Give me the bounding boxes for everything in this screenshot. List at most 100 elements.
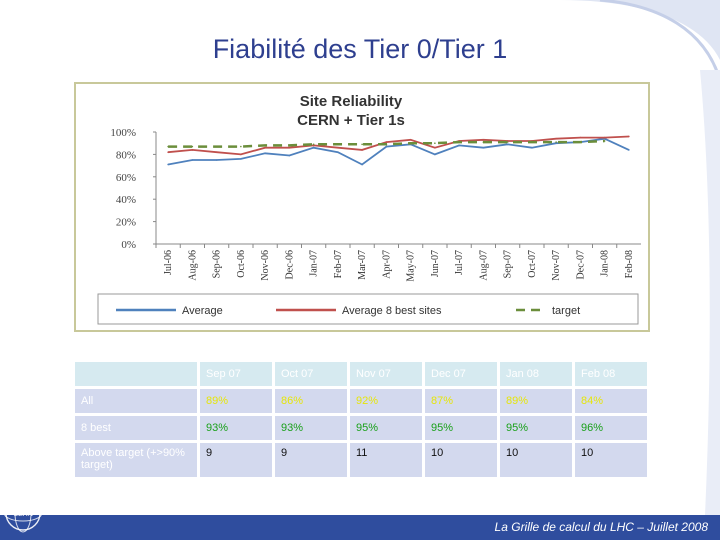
y-tick-label: 60% [116, 172, 136, 184]
x-tick-label: Sep-07 [503, 250, 514, 278]
data-point [337, 146, 339, 149]
x-tick-label: Nov-07 [551, 250, 562, 281]
column-header: Dec 07 [425, 362, 497, 386]
series-line-1 [168, 135, 629, 156]
y-tick-label: 40% [116, 194, 136, 206]
data-point [579, 136, 582, 139]
table-cell: 9 [275, 443, 347, 477]
x-tick-label: Jan-07 [309, 250, 320, 277]
data-point [409, 139, 412, 141]
column-header: Jan 08 [500, 362, 572, 386]
data-point [361, 149, 363, 151]
table-cell: 84% [575, 389, 647, 413]
x-tick-label: Oct-07 [527, 250, 538, 278]
table-cell: 87% [425, 389, 497, 413]
data-point [555, 142, 557, 144]
x-tick-label: Jun-07 [430, 250, 441, 277]
row-label: 8 best [75, 416, 197, 440]
data-point [555, 141, 557, 143]
y-tick-label: 80% [116, 149, 136, 161]
data-point [312, 144, 315, 147]
table-cell: 11 [350, 443, 422, 477]
table-cell: 95% [350, 416, 422, 440]
x-tick-label: Apr-07 [381, 250, 392, 279]
column-header: Sep 07 [200, 362, 272, 386]
x-tick-label: Mar-07 [357, 250, 368, 280]
legend-label: Average [182, 305, 223, 317]
x-tick-label: Dec-07 [575, 250, 586, 279]
footer-text: La Grille de calcul du LHC – Juillet 200… [494, 520, 708, 534]
data-point [167, 163, 169, 166]
column-header: Nov 07 [350, 362, 422, 386]
y-tick-label: 100% [110, 127, 136, 139]
x-tick-label: Aug-07 [478, 250, 489, 281]
x-tick-label: Nov-06 [260, 250, 271, 281]
data-point [385, 141, 388, 143]
column-header: Feb 08 [575, 362, 647, 386]
table-cell: 96% [575, 416, 647, 440]
x-tick-label: Sep-06 [212, 250, 223, 278]
reliability-chart: Site Reliability CERN + Tier 1s 0% 20% 40% 60… [74, 82, 650, 332]
data-point [264, 146, 266, 149]
table-cell: 89% [200, 389, 272, 413]
x-tick-label: Dec-06 [284, 250, 295, 279]
table-cell: 10 [425, 443, 497, 477]
y-tick-label: 0% [121, 239, 136, 251]
table-cell: 95% [500, 416, 572, 440]
data-point [167, 151, 169, 153]
table-cell: 92% [350, 389, 422, 413]
data-point [506, 143, 509, 146]
data-point [506, 140, 509, 142]
data-point [167, 145, 169, 148]
cern-logo-icon: CERN [3, 493, 43, 533]
data-point [288, 146, 291, 149]
data-point [628, 135, 630, 138]
row-label: All [75, 389, 197, 413]
data-point [264, 152, 266, 155]
table-cell: 95% [425, 416, 497, 440]
table-row: Above target (+>90% target) 9 9 11 10 10 10 [75, 443, 647, 477]
table-cell: 93% [275, 416, 347, 440]
data-point [288, 144, 291, 147]
data-point [434, 153, 436, 156]
table-cell: 9 [200, 443, 272, 477]
table-cell: 10 [575, 443, 647, 477]
data-point [215, 151, 218, 153]
data-point [312, 146, 315, 149]
data-point [361, 143, 363, 146]
data-point [603, 136, 606, 139]
data-point [555, 137, 557, 140]
chart-title: Site Reliability [300, 93, 403, 110]
x-tick-label: Feb-08 [624, 250, 635, 278]
data-point [361, 163, 363, 166]
data-point [603, 140, 606, 142]
cern-logo-text: CERN [13, 511, 33, 518]
data-point [215, 145, 218, 148]
data-point [409, 142, 412, 144]
data-point [434, 142, 436, 144]
data-point [506, 141, 509, 143]
x-tick-label: Jan-08 [600, 250, 611, 277]
data-point [264, 144, 266, 147]
data-point [579, 141, 582, 143]
data-point [458, 141, 460, 143]
y-tick-label: 20% [116, 217, 136, 229]
data-point [191, 159, 194, 161]
data-point [482, 141, 485, 143]
data-point [191, 149, 194, 151]
data-point [458, 144, 460, 147]
x-tick-label: May-07 [406, 250, 417, 282]
data-point [191, 145, 194, 148]
data-point [531, 141, 533, 143]
data-point [312, 143, 315, 146]
footer-bar: La Grille de calcul du LHC – Juillet 200… [0, 515, 720, 540]
data-point [337, 143, 339, 146]
data-point [240, 153, 242, 156]
data-point [482, 146, 485, 149]
legend-label: Average 8 best sites [342, 305, 442, 317]
data-point [337, 151, 339, 153]
table-cell: 10 [500, 443, 572, 477]
data-point [288, 154, 291, 157]
data-point [385, 145, 388, 148]
table-corner-cell [75, 362, 197, 386]
